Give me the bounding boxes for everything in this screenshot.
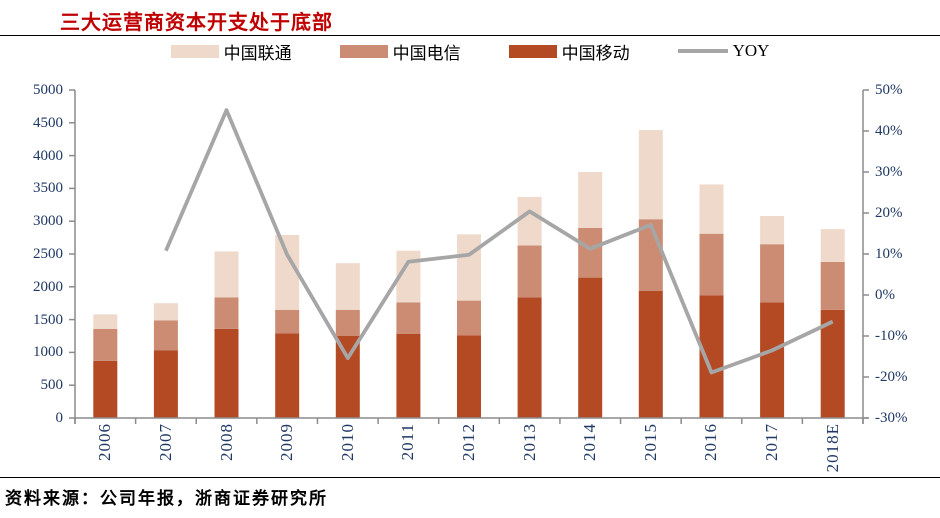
x-axis-label-2010: 2010: [337, 423, 357, 461]
right-axis-label: 0%: [875, 287, 895, 303]
legend-label: YOY: [732, 41, 770, 60]
bar-2016-中国电信: [699, 233, 724, 296]
bar-2013-中国联通: [517, 196, 542, 246]
left-axis-label: 500: [40, 377, 64, 394]
bar-2006-中国联通: [93, 314, 118, 329]
yoy-line: [164, 108, 834, 375]
legend-label: 中国联通: [223, 43, 292, 63]
bar-2009-中国联通: [275, 235, 300, 310]
chart-title: 三大运营商资本开支处于底部: [60, 12, 333, 34]
bar-2013-中国电信: [517, 245, 542, 298]
x-axis-label-2016: 2016: [701, 423, 721, 461]
x-axis-labels: 2006 2007 2008 2009 2010 2011 2012 2013 2014 2015…: [75, 418, 863, 475]
left-axis-label: 3000: [33, 213, 63, 230]
bottom-divider: [0, 477, 940, 478]
right-axis-label: 30%: [875, 164, 903, 180]
x-axis-label-2018E: 2018E: [822, 423, 842, 473]
source-note: 资料来源：公司年报，浙商证券研究所: [5, 489, 328, 508]
bar-2007-中国移动: [153, 350, 178, 418]
left-axis-label: 3500: [33, 180, 63, 197]
x-axis-label-2015: 2015: [640, 423, 660, 461]
legend-item-中国联通: 中国联通: [170, 39, 292, 64]
bar-2014-中国联通: [578, 172, 603, 228]
bar-2010-中国联通: [335, 263, 360, 310]
bar-2009-中国移动: [275, 333, 300, 418]
x-axis-label-2013: 2013: [519, 423, 539, 461]
bar-2015-中国联通: [638, 130, 663, 220]
right-axis-label: -20%: [875, 369, 908, 385]
bar-2010-中国移动: [335, 336, 360, 418]
bar-2012-中国电信: [457, 300, 481, 336]
bar-2009-中国电信: [275, 309, 300, 334]
bar-2006-中国移动: [93, 360, 118, 418]
right-axis-label: 20%: [875, 205, 903, 221]
left-axis-label: 4500: [33, 114, 63, 131]
chart-canvas: [69, 89, 869, 424]
bar-2014-中国电信: [578, 227, 603, 278]
x-axis-label-2007: 2007: [155, 423, 175, 461]
bar-2008-中国联通: [214, 251, 239, 298]
bar-2011-中国电信: [396, 302, 421, 334]
top-divider: [0, 35, 940, 36]
left-axis-label: 5000: [33, 82, 63, 98]
legend-label: 中国移动: [561, 43, 630, 63]
x-axis-label-2006: 2006: [95, 423, 115, 461]
bar-2008-中国移动: [214, 328, 239, 418]
x-axis-label-2009: 2009: [277, 423, 297, 461]
left-axis-label: 2000: [33, 278, 63, 295]
right-axis-label: -30%: [875, 410, 908, 426]
bar-2008-中国电信: [214, 297, 239, 329]
bar-2010-中国电信: [335, 309, 360, 336]
left-axis-label: 4000: [33, 147, 63, 164]
plot-area: 0 500 1000 1500 2000 2500 3000 3500 4000 4500 5000…: [33, 82, 908, 426]
legend-label: 中国电信: [392, 43, 461, 63]
bar-2017-中国移动: [760, 302, 785, 418]
legend-color-swatch: [170, 44, 219, 58]
right-axis-label: -10%: [875, 328, 908, 344]
x-axis-label-2014: 2014: [580, 423, 600, 461]
left-axis-label: 0: [55, 410, 64, 426]
bar-2018E-中国联通: [820, 229, 845, 262]
legend: 中国联通 中国电信 中国移动 YOY: [0, 38, 940, 64]
right-axis-label: 10%: [875, 246, 903, 262]
right-axis-label: 40%: [875, 123, 903, 139]
left-axis-label: 1500: [33, 311, 63, 328]
bar-2018E-中国移动: [820, 309, 845, 418]
left-axis-label: 1000: [33, 344, 63, 361]
bar-2018E-中国电信: [820, 261, 845, 310]
right-axis-label: 50%: [875, 82, 903, 98]
bar-2015-中国移动: [638, 290, 663, 418]
legend-line-swatch: [677, 49, 728, 53]
bar-2012-中国联通: [457, 234, 481, 301]
legend-color-swatch: [508, 44, 557, 58]
bar-2017-中国联通: [760, 216, 785, 245]
x-axis-label-2011: 2011: [398, 423, 418, 461]
bar-2006-中国电信: [93, 328, 118, 361]
x-axis-label-2012: 2012: [459, 423, 478, 461]
bar-2012-中国移动: [457, 335, 481, 418]
bar-2014-中国移动: [578, 277, 603, 418]
bar-2017-中国电信: [760, 244, 785, 303]
x-axis-label-2008: 2008: [216, 423, 236, 461]
x-axis-label-2017: 2017: [762, 423, 782, 461]
bar-2011-中国移动: [396, 334, 421, 418]
legend-color-swatch: [339, 44, 388, 58]
bar-2007-中国联通: [153, 303, 178, 321]
legend-item-中国移动: 中国移动: [508, 39, 630, 64]
legend-item-YOY: YOY: [677, 41, 770, 61]
bar-2015-中国电信: [638, 219, 663, 291]
bar-2016-中国联通: [699, 184, 724, 234]
left-axis-label: 2500: [33, 246, 63, 262]
legend-item-中国电信: 中国电信: [339, 39, 461, 64]
bar-2007-中国电信: [153, 320, 178, 351]
bar-2013-中国移动: [517, 297, 542, 418]
